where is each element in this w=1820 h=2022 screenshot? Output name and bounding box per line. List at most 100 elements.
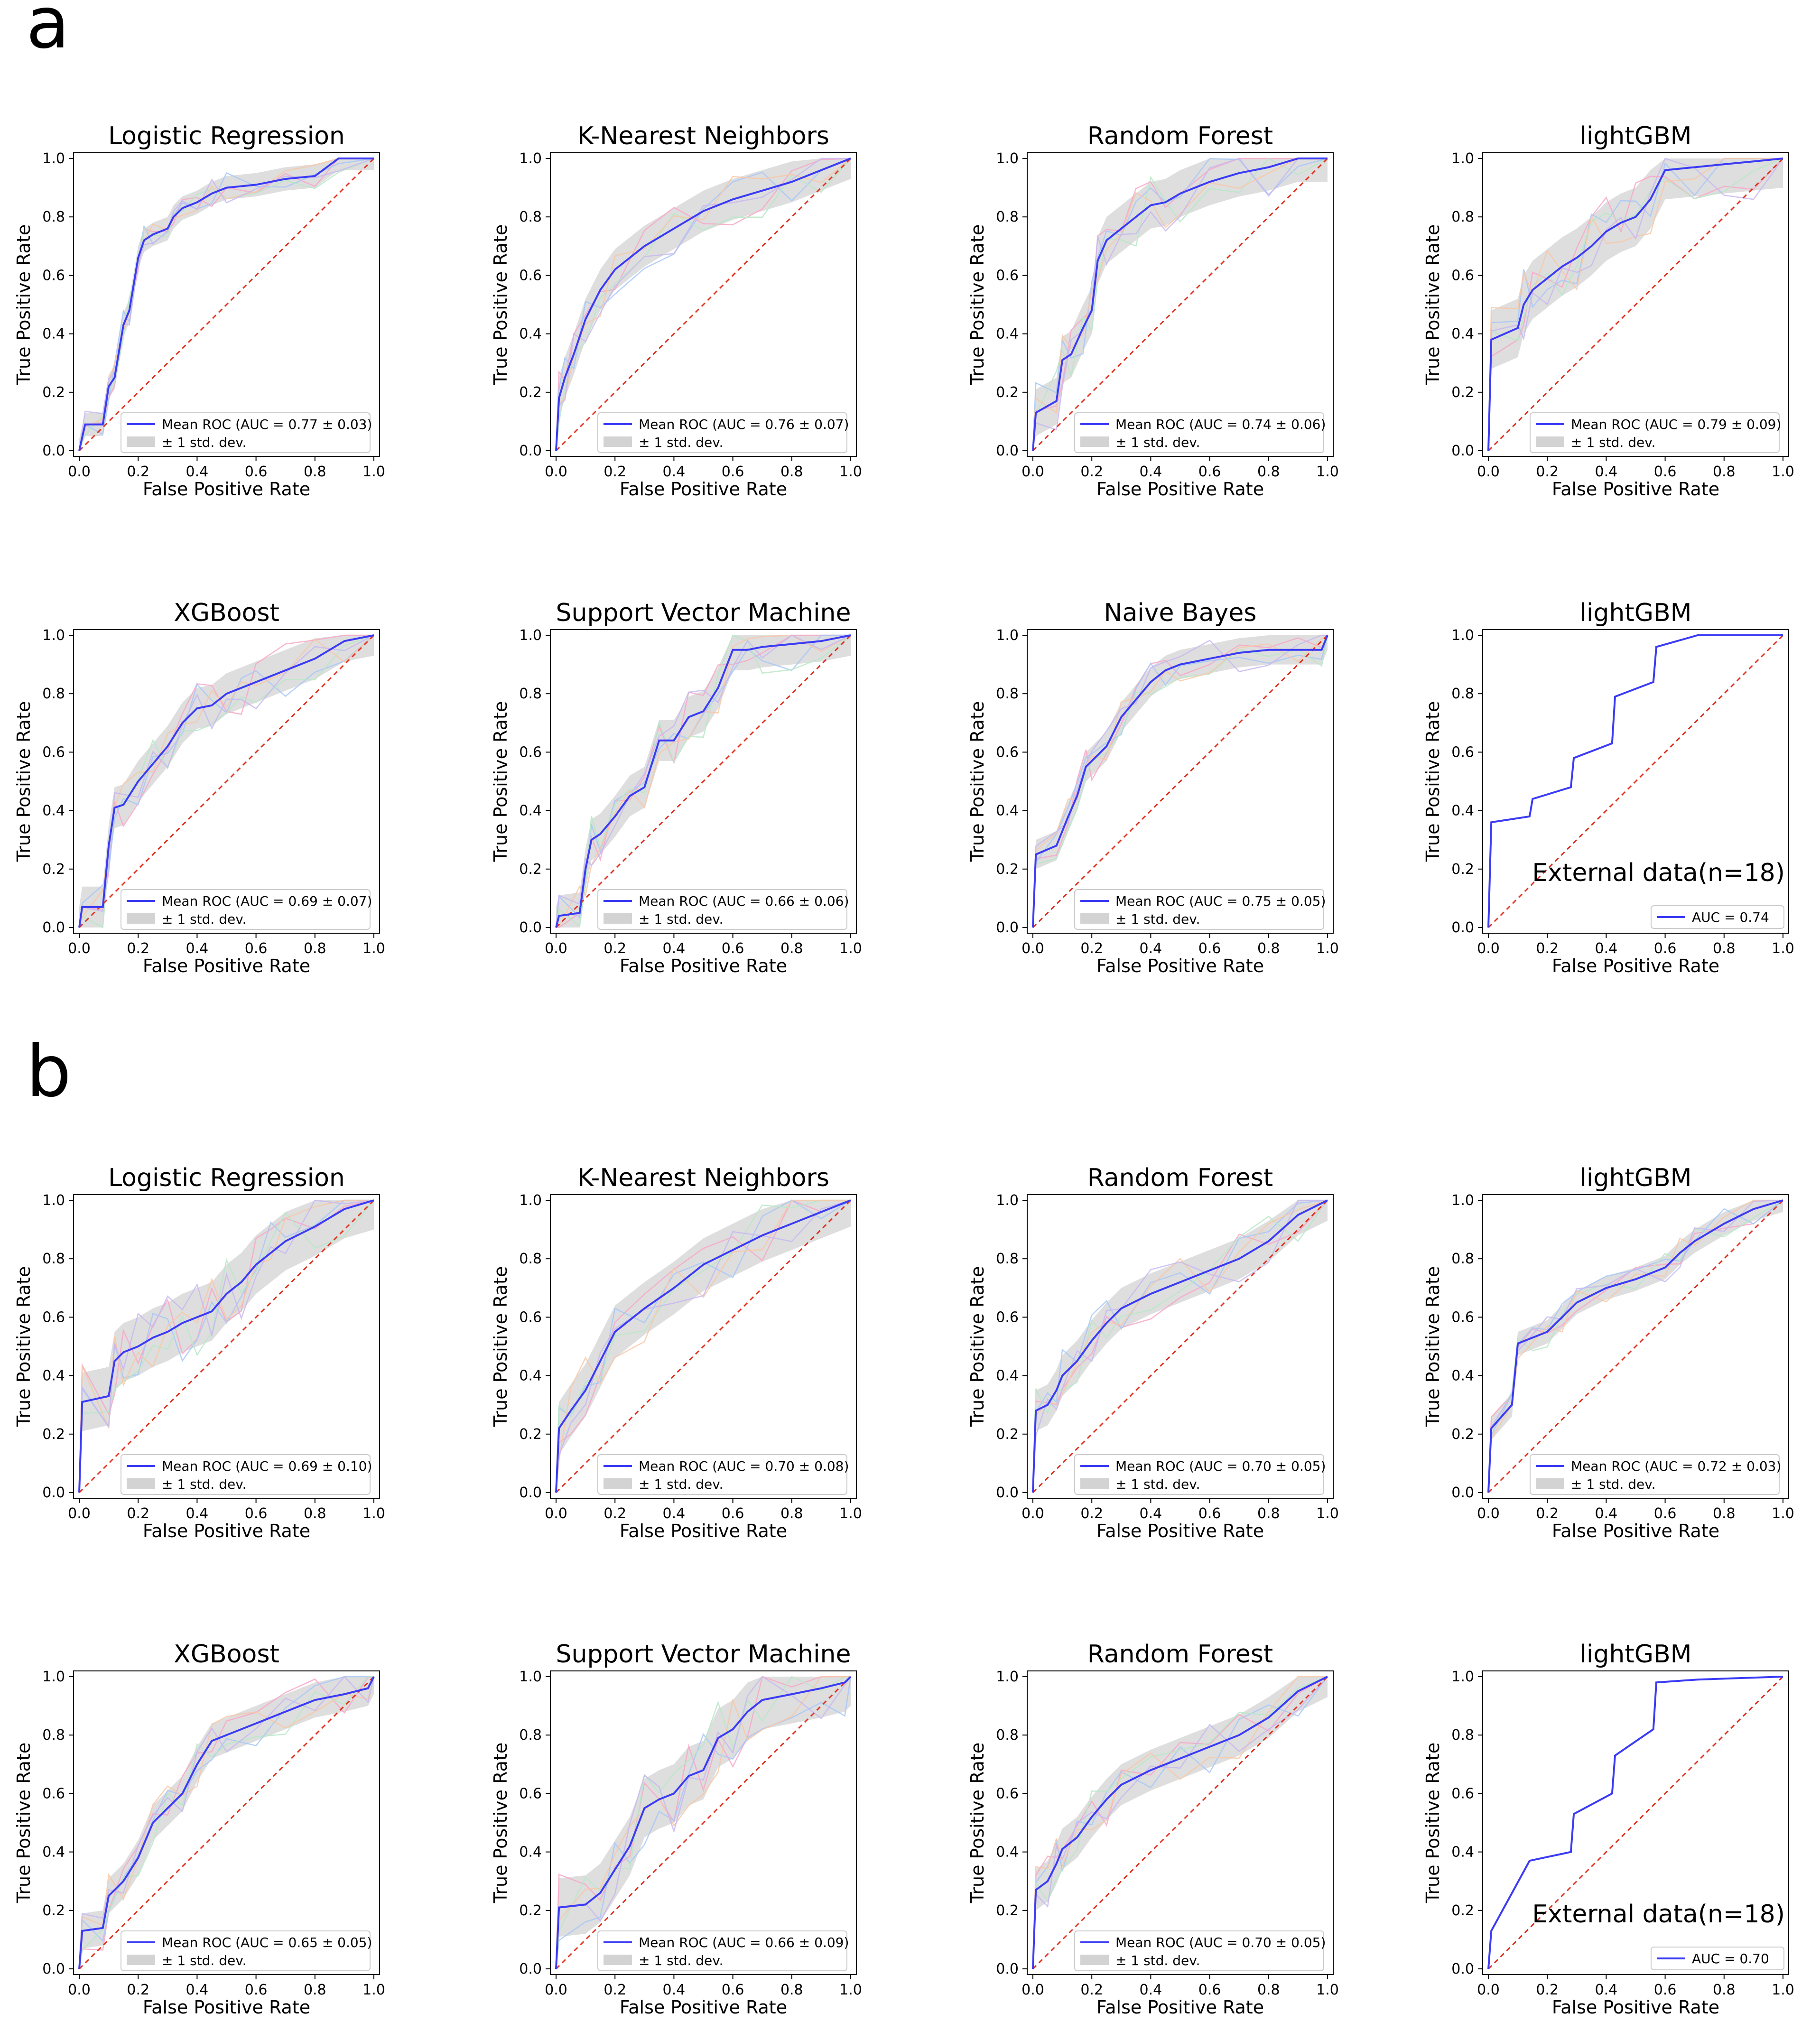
x-tick-label: 0.8 <box>304 940 326 957</box>
x-tick-label: 1.0 <box>1772 1982 1794 1998</box>
axes-frame <box>550 1670 857 1975</box>
y-tick-label: 0.2 <box>42 1426 65 1443</box>
chart-title: lightGBM <box>1579 1640 1691 1669</box>
external-data-annotation: External data(n=18) <box>1532 1900 1785 1929</box>
y-tick-label: 0.4 <box>996 1844 1019 1861</box>
chance-line <box>1487 1199 1784 1493</box>
y-axis-label: True Positive Rate <box>1422 1266 1443 1428</box>
legend-mean-label: Mean ROC (AUC = 0.69 ± 0.10) <box>162 1458 372 1474</box>
legend-box <box>1074 1930 1324 1971</box>
y-tick-label: 0.6 <box>1451 1785 1474 1802</box>
y-tick-label: 0.0 <box>519 1484 542 1501</box>
x-tick-label: 0.8 <box>780 464 803 480</box>
y-tick-label: 0.8 <box>1451 1251 1474 1267</box>
axes-frame <box>73 1194 380 1499</box>
x-tick-label: 0.0 <box>68 940 91 957</box>
chart-panela-r0-c0: Logistic Regression 0.00.0 0.2 0.2 0.4 0.4 0.6… <box>13 122 385 500</box>
x-tick-label: 1.0 <box>839 940 862 957</box>
x-tick-label: 1.0 <box>1316 464 1339 480</box>
y-tick-label: 0.2 <box>42 861 65 878</box>
chart-title: Naive Bayes <box>1104 599 1257 627</box>
y-axis-label: True Positive Rate <box>490 1266 511 1428</box>
x-tick-label: 0.0 <box>1477 1505 1500 1522</box>
x-tick-label: 0.2 <box>1080 464 1103 480</box>
x-tick-label: 0.6 <box>1654 464 1677 480</box>
y-tick-label: 0.6 <box>519 267 542 284</box>
legend-swatch-band <box>604 913 632 924</box>
chart-panelb-r1-c0: XGBoost 0.00.0 0.2 0.2 0.4 0.4 0.6 0.6 0.8 0.8 1.0… <box>13 1640 385 2018</box>
legend-box <box>121 889 371 930</box>
axes-frame <box>1027 152 1334 457</box>
legend-box <box>597 412 847 453</box>
fold-roc-line <box>1032 1199 1328 1493</box>
x-tick-label: 0.2 <box>1536 1505 1559 1522</box>
y-axis-label: True Positive Rate <box>13 224 34 386</box>
chance-line <box>78 634 375 928</box>
x-tick-label: 1.0 <box>362 1505 385 1522</box>
x-tick-label: 0.8 <box>780 940 803 957</box>
y-tick-label: 0.6 <box>996 1785 1019 1802</box>
x-tick-label: 0.6 <box>722 940 744 957</box>
x-tick-label: 1.0 <box>1316 1505 1339 1522</box>
y-tick-label: 0.4 <box>996 803 1019 819</box>
y-axis-label: True Positive Rate <box>1422 1743 1443 1904</box>
legend-mean-label: Mean ROC (AUC = 0.70 ± 0.05) <box>1115 1458 1326 1474</box>
axes-frame <box>1482 152 1789 457</box>
x-tick-label: 0.8 <box>1713 1982 1736 1998</box>
x-tick-label: 0.6 <box>1654 940 1677 957</box>
x-tick-label: 0.4 <box>663 1982 686 1998</box>
y-tick-label: 0.6 <box>42 267 65 284</box>
y-tick-label: 0.2 <box>996 861 1019 878</box>
x-tick-label: 0.4 <box>1140 940 1162 957</box>
mean-roc-line <box>1487 1199 1783 1493</box>
y-tick-label: 0.4 <box>42 1368 65 1384</box>
y-tick-label: 1.0 <box>519 627 542 644</box>
fold-roc-line <box>78 1199 374 1493</box>
chart-panela-r1-c2: Naive Bayes 0.00.0 0.2 0.2 0.4 0.4 0.6 0.6 0.8 0.… <box>967 599 1339 976</box>
legend-swatch-band <box>604 1955 632 1965</box>
y-tick-label: 0.0 <box>1451 1484 1474 1501</box>
fold-roc-line <box>78 158 374 451</box>
axes-frame <box>1482 629 1789 934</box>
y-tick-label: 0.8 <box>519 1251 542 1267</box>
fold-roc-line <box>1487 158 1783 451</box>
y-tick-label: 0.8 <box>42 686 65 702</box>
legend-box <box>597 1454 847 1495</box>
mean-roc-line <box>555 1676 852 1969</box>
x-tick-label: 0.6 <box>245 464 268 480</box>
y-tick-label: 0.8 <box>1451 686 1474 702</box>
y-tick-label: 1.0 <box>42 1192 65 1209</box>
y-axis-label: True Positive Rate <box>967 1743 988 1904</box>
x-axis-label: False Positive Rate <box>620 955 787 976</box>
chart-title: Support Vector Machine <box>556 1640 851 1669</box>
legend-mean-label: Mean ROC (AUC = 0.72 ± 0.03) <box>1571 1458 1781 1474</box>
y-tick-label: 0.0 <box>519 919 542 936</box>
y-tick-label: 0.4 <box>1451 326 1474 343</box>
y-tick-label: 0.8 <box>519 1727 542 1744</box>
y-tick-label: 0.2 <box>1451 861 1474 878</box>
x-tick-label: 0.0 <box>1021 1982 1044 1998</box>
y-tick-label: 0.8 <box>519 209 542 225</box>
x-tick-label: 0.2 <box>604 464 626 480</box>
chart-panela-r0-c3: lightGBM 0.00.0 0.2 0.2 0.4 0.4 0.6 0.6 0.8 0.8 1.… <box>1422 122 1794 500</box>
y-tick-label: 0.0 <box>42 919 65 936</box>
x-tick-label: 0.8 <box>1257 1982 1280 1998</box>
axes-frame <box>73 629 380 934</box>
x-tick-label: 0.4 <box>1595 1505 1618 1522</box>
y-tick-label: 0.0 <box>1451 1961 1474 1977</box>
y-tick-label: 0.4 <box>1451 803 1474 819</box>
y-tick-label: 0.8 <box>996 209 1019 225</box>
legend-mean-label: Mean ROC (AUC = 0.76 ± 0.07) <box>639 417 849 432</box>
fold-roc-line <box>1487 158 1783 451</box>
y-tick-label: 1.0 <box>1451 1669 1474 1685</box>
y-axis-label: True Positive Rate <box>13 701 34 863</box>
chart-panela-r1-c1: Support Vector Machine 0.00.0 0.2 0.2 0.4 0.4… <box>490 599 862 976</box>
fold-roc-line <box>1032 1676 1328 1969</box>
fold-roc-line <box>78 1676 374 1969</box>
mean-roc-line <box>1032 1676 1328 1969</box>
x-tick-label: 0.0 <box>68 1982 91 1998</box>
legend-auc-label: AUC = 0.74 <box>1692 909 1769 925</box>
legend-band-label: ± 1 std. dev. <box>1115 1953 1200 1968</box>
fold-roc-line <box>1032 1199 1328 1493</box>
legend-band-label: ± 1 std. dev. <box>1115 1476 1200 1492</box>
